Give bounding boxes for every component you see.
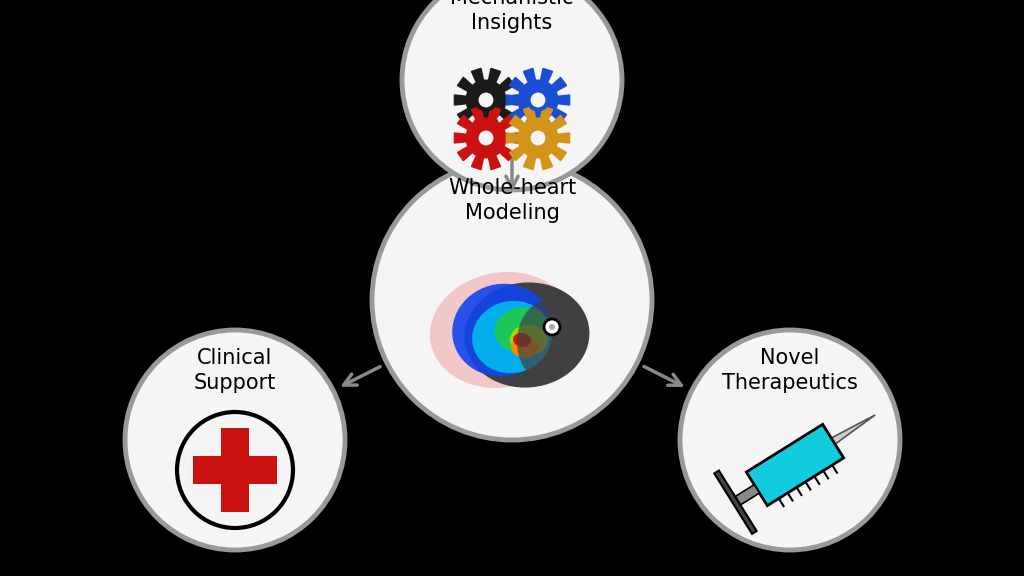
Text: Clinical
Support: Clinical Support: [194, 348, 276, 393]
Ellipse shape: [453, 284, 552, 376]
Ellipse shape: [430, 272, 574, 388]
Polygon shape: [831, 415, 876, 444]
Circle shape: [549, 324, 555, 330]
Ellipse shape: [517, 300, 578, 380]
Text: Novel
Therapeutics: Novel Therapeutics: [722, 348, 858, 393]
Circle shape: [402, 0, 622, 190]
Ellipse shape: [465, 282, 590, 388]
Circle shape: [680, 330, 900, 550]
Polygon shape: [455, 107, 517, 169]
Polygon shape: [193, 456, 278, 484]
Ellipse shape: [495, 308, 550, 353]
Circle shape: [125, 330, 345, 550]
Polygon shape: [746, 425, 844, 506]
Circle shape: [544, 319, 560, 335]
Circle shape: [476, 128, 496, 147]
Circle shape: [528, 90, 548, 109]
Ellipse shape: [513, 333, 531, 347]
Polygon shape: [735, 484, 760, 505]
Ellipse shape: [472, 301, 552, 373]
Polygon shape: [507, 69, 569, 131]
Polygon shape: [715, 471, 757, 534]
Circle shape: [528, 128, 548, 147]
Polygon shape: [455, 69, 517, 131]
Text: Mechanistic
Insights: Mechanistic Insights: [451, 0, 573, 33]
Polygon shape: [221, 428, 249, 512]
Circle shape: [372, 160, 652, 440]
Ellipse shape: [510, 325, 548, 355]
Circle shape: [476, 90, 496, 109]
Polygon shape: [507, 107, 569, 169]
Ellipse shape: [511, 336, 539, 358]
Text: Whole-heart
Modeling: Whole-heart Modeling: [447, 178, 577, 223]
